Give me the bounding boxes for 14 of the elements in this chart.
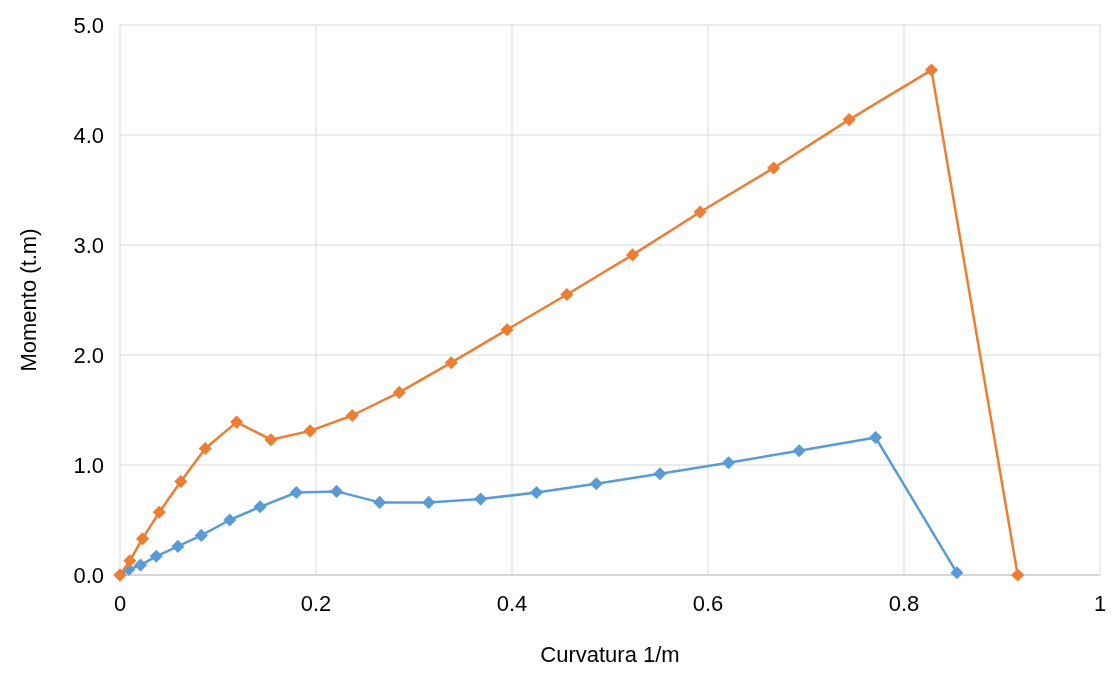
y-tick-label: 0.0	[73, 563, 104, 588]
x-tick-label: 0.2	[300, 591, 332, 616]
x-axis-title: Curvatura 1/m	[540, 642, 680, 667]
x-tick-label: 0	[113, 591, 127, 616]
x-tick-label: 0.6	[692, 591, 724, 616]
x-tick-label: 0.4	[496, 591, 528, 616]
x-tick-label: 1	[1093, 591, 1107, 616]
y-tick-label: 3.0	[73, 233, 104, 258]
y-tick-label: 1.0	[73, 453, 104, 478]
y-tick-label: 4.0	[73, 123, 104, 148]
y-tick-label: 5.0	[73, 13, 104, 38]
y-tick-label: 2.0	[73, 343, 104, 368]
y-axis-title: Momento (t.m)	[16, 228, 41, 372]
x-tick-label: 0.8	[888, 591, 920, 616]
